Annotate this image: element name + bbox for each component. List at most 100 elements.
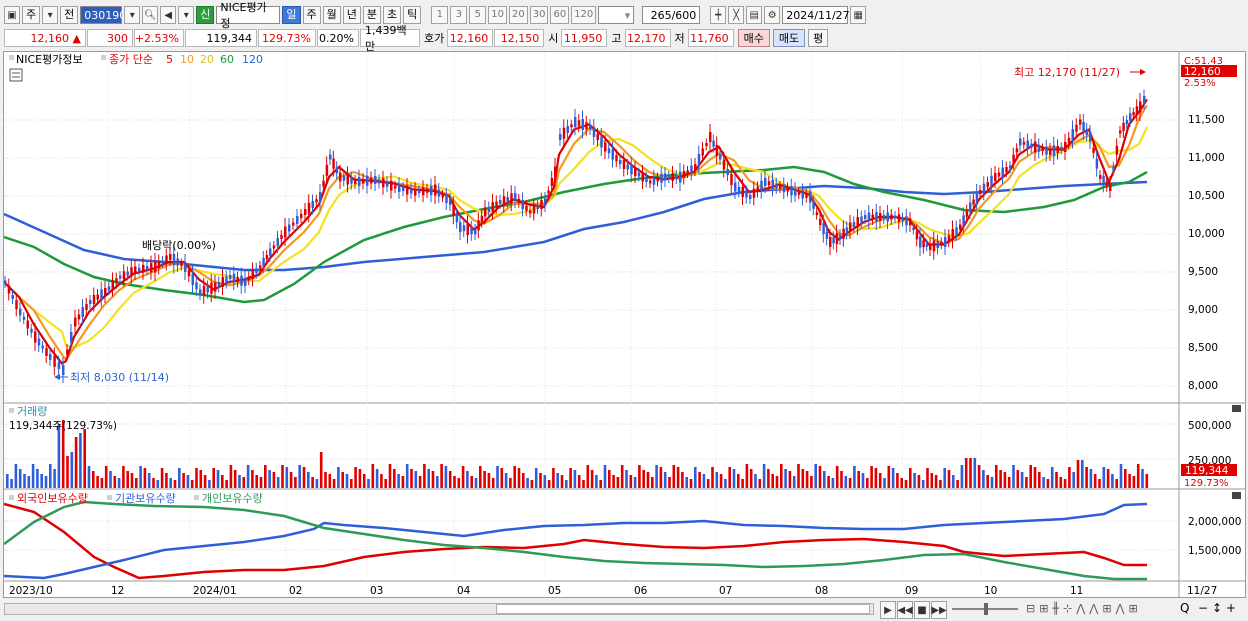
bar-count-input[interactable]: 265/600 [642,6,701,24]
tab-period-week[interactable]: 주 [302,6,321,24]
volume-bar [126,471,129,488]
volume-bar [749,469,753,488]
volume-bar [190,480,194,488]
zoom-search-icon[interactable]: Q [1180,601,1190,615]
interval-3[interactable]: 3 [450,6,468,24]
custom-interval-select[interactable]: ▾ [598,6,635,24]
volume-bar [805,471,809,488]
volume-bar [294,477,297,488]
eval-button[interactable]: 평 [808,29,829,47]
stop-icon[interactable]: ■ [914,601,930,619]
code-dropdown-icon[interactable]: ▾ [124,6,141,24]
candle-body [959,224,962,230]
candle-body [386,181,389,187]
zoom-in-icon[interactable]: + [1226,601,1237,615]
volume-bar [233,470,237,488]
interval-20[interactable]: 20 [508,6,528,24]
fast-forward-icon[interactable]: ▶▶ [931,601,947,619]
volume-bar [595,475,598,488]
prev-button[interactable]: 전 [60,6,79,24]
volume-panel-close-icon[interactable] [1232,405,1241,412]
window-icon[interactable]: ▣ [4,6,20,24]
candle-body [760,180,763,191]
scrollbar-thumb[interactable] [496,604,870,614]
volume-bar [702,474,706,488]
candle-body [66,349,69,355]
candle-body [288,224,291,232]
table-toggle-icon[interactable] [9,68,23,82]
candle-body [619,160,622,164]
price-legend-ma[interactable]: 종가 단순 [109,53,153,66]
volume-bar [487,473,491,488]
candle-body [45,348,48,356]
volume-bar [444,466,448,488]
scroll-right-icon[interactable]: ▶ [880,601,896,619]
chart-area[interactable]: NICE평가정보 종가 단순 5 10 20 60 120 최고 12,170 … [3,51,1246,598]
candle-body [202,285,206,296]
candle-body [849,222,852,232]
volume-bar [466,471,469,488]
interval-10[interactable]: 10 [488,6,507,24]
candle-body [604,142,607,152]
interval-60[interactable]: 60 [550,6,570,24]
gear-icon[interactable]: ⚙ [764,6,781,24]
candle-body [637,172,641,177]
zoom-slider-handle[interactable] [984,603,988,615]
volume-bar [229,465,233,488]
volume-bar [380,474,383,488]
crosshair-icon[interactable]: ╳ [728,6,745,24]
interval-30[interactable]: 30 [529,6,549,24]
price-legend-name[interactable]: NICE평가정보 [16,53,83,66]
tab-period-year[interactable]: 년 [342,6,361,24]
chevron-down-icon[interactable]: ▾ [42,6,59,24]
volume-y-tick-500000: 500,000 [1188,420,1231,432]
tab-period-second[interactable]: 초 [383,6,402,24]
candle-body [682,171,686,178]
volume-bar [883,478,886,488]
candle-icon[interactable]: ┿ [710,6,727,24]
period-type-select[interactable]: 주 [22,6,41,24]
stock-code-input[interactable]: 030190 [80,6,126,24]
tab-period-minute[interactable]: 분 [362,6,381,24]
volume-bar [831,478,835,488]
drawing-tools-icon[interactable]: ⊟⊞╫⊹⋀⋀⊞⋀⊞ [1026,602,1142,615]
legend-individual-holdings[interactable]: 개인보유수량 [202,492,263,505]
calendar-icon[interactable]: ▦ [850,6,867,24]
holdings-panel-close-icon[interactable] [1232,492,1241,499]
volume-bar [827,476,830,488]
interval-120[interactable]: 120 [571,6,597,24]
drag-icon[interactable]: ↕ [1212,601,1223,615]
candle-body [259,265,262,269]
tab-period-month[interactable]: 월 [322,6,341,24]
volume-bar [298,465,301,488]
candle-body [969,202,972,212]
x-axis-label: 12 [111,585,124,597]
candle-body [74,317,77,327]
zoom-out-icon[interactable]: − [1198,601,1209,615]
save-icon[interactable]: ▤ [746,6,763,24]
candle-body [322,180,325,187]
candle-body [434,184,437,196]
candle-body [1005,167,1008,172]
sell-button[interactable]: 매도 [772,29,806,47]
tab-period-tick[interactable]: 틱 [403,6,422,24]
interval-5[interactable]: 5 [469,6,487,24]
legend-foreign-holdings[interactable]: 외국인보유수량 [17,492,88,505]
volume-bar [530,480,534,488]
search-icon[interactable]: 🔍︎ [142,6,159,24]
candle-body [77,314,81,320]
chart-svg[interactable]: NICE평가정보 종가 단순 5 10 20 60 120 최고 12,170 … [3,52,1245,597]
rewind-icon[interactable]: ◀◀ [897,601,913,619]
tab-period-day[interactable]: 일 [282,6,301,24]
candle-body [722,159,726,170]
interval-1[interactable]: 1 [431,6,449,24]
buy-button[interactable]: 매수 [737,29,770,47]
candle-body [875,212,878,222]
volume-title[interactable]: 거래량 [17,405,47,418]
date-input[interactable]: 2024/11/27 [782,6,850,24]
legend-institution-holdings[interactable]: 기관보유수량 [115,492,176,505]
candle-body [764,178,767,186]
speaker-dropdown-icon[interactable]: ▾ [178,6,195,24]
speaker-icon[interactable]: ◀ [160,6,177,24]
candle-body [100,289,103,300]
